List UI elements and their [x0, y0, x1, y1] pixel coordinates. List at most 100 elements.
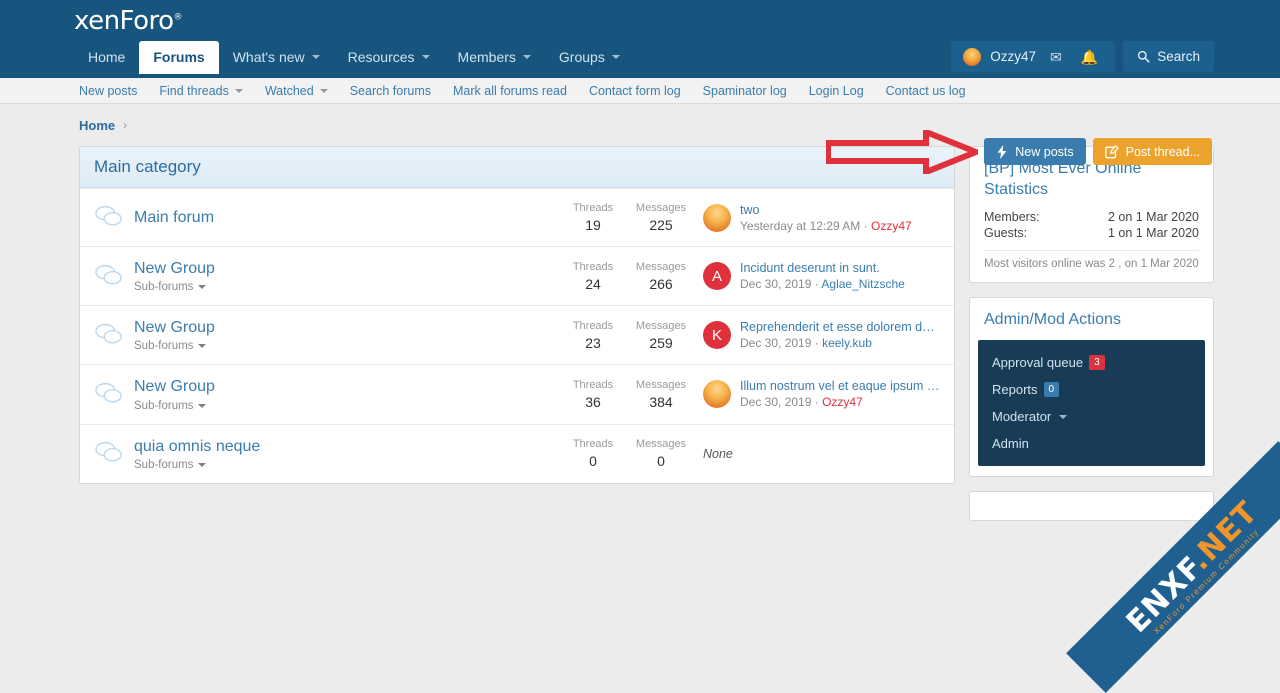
- subnav-label: Contact form log: [588, 83, 681, 98]
- last-post-user[interactable]: Ozzy47: [871, 218, 912, 233]
- forum-title[interactable]: New Group: [134, 319, 215, 337]
- members-label: Members:: [984, 209, 1040, 224]
- subnav-new-posts[interactable]: New posts: [74, 84, 148, 98]
- subnav-contact-form-log[interactable]: Contact form log: [578, 84, 692, 98]
- admin-item-admin[interactable]: Admin: [978, 430, 1205, 457]
- guests-label: Guests:: [984, 225, 1028, 240]
- nav-tab-resources[interactable]: Resources: [334, 41, 444, 74]
- admin-item-reports[interactable]: Reports 0: [978, 376, 1205, 403]
- category-block: Main category Main forum Threads 1: [79, 146, 955, 484]
- last-post-meta: Dec 30, 2019 · keely.kub: [740, 336, 940, 350]
- guests-value: 1 on 1 Mar 2020: [1107, 225, 1199, 240]
- post-thread-button[interactable]: Post thread...: [1092, 138, 1212, 165]
- bell-icon[interactable]: 🔔: [1080, 48, 1099, 65]
- nav-tab-whats-new[interactable]: What's new: [219, 41, 334, 74]
- forum-info: New Group Sub-forums: [134, 259, 559, 293]
- forum-row[interactable]: New Group Sub-forums Threads 36 Messages…: [80, 364, 954, 423]
- nav-tab-home[interactable]: Home: [74, 41, 139, 74]
- threads-label: Threads: [572, 378, 614, 391]
- nav-tab-label: Home: [88, 49, 126, 65]
- reports-badge: 0: [1043, 382, 1060, 398]
- last-post-title[interactable]: Incidunt deserunt in sunt.: [740, 261, 880, 276]
- admin-item-moderator[interactable]: Moderator: [978, 403, 1205, 430]
- admin-item-approval-queue[interactable]: Approval queue 3: [978, 349, 1205, 376]
- meta-separator: ·: [814, 336, 819, 351]
- last-post-info: Illum nostrum vel et eaque ipsum o... De…: [740, 379, 940, 409]
- subnav-contact-us-log[interactable]: Contact us log: [875, 84, 977, 98]
- avatar: [703, 380, 731, 409]
- breadcrumb-home[interactable]: Home: [79, 117, 116, 133]
- user-menu[interactable]: Ozzy47 ✉ 🔔: [951, 41, 1116, 72]
- subnav-search-forums[interactable]: Search forums: [339, 84, 442, 98]
- stats-row-members: Members: 2 on 1 Mar 2020: [984, 209, 1199, 225]
- avatar: [703, 203, 731, 232]
- subnav-label: Spaminator log: [702, 83, 787, 98]
- subnav-watched[interactable]: Watched: [254, 84, 339, 98]
- subnav-login-log[interactable]: Login Log: [798, 84, 875, 98]
- messages-stat: Messages 259: [627, 320, 695, 351]
- last-post-user[interactable]: keely.kub: [822, 336, 872, 351]
- chevron-down-icon: [198, 462, 207, 467]
- forum-title[interactable]: Main forum: [134, 208, 215, 226]
- forum-row[interactable]: Main forum Threads 19 Messages 225 two: [80, 188, 954, 246]
- lightning-bolt-icon: [997, 144, 1007, 159]
- subnav-find-threads[interactable]: Find threads: [148, 84, 253, 98]
- last-post-title[interactable]: two: [740, 202, 760, 217]
- threads-value: 19: [585, 217, 601, 233]
- meta-separator: ·: [814, 277, 819, 292]
- last-post-date: Dec 30, 2019: [740, 277, 812, 292]
- forum-row[interactable]: New Group Sub-forums Threads 23 Messages…: [80, 305, 954, 364]
- header-user-area: Ozzy47 ✉ 🔔 Search: [951, 41, 1214, 72]
- forum-bubble-icon: [94, 323, 134, 348]
- envelope-icon[interactable]: ✉: [1050, 48, 1062, 65]
- nav-tab-forums[interactable]: Forums: [139, 41, 219, 74]
- messages-label: Messages: [635, 378, 687, 391]
- nav-tab-groups[interactable]: Groups: [545, 41, 634, 74]
- subnav-label: New posts: [79, 83, 138, 98]
- threads-label: Threads: [572, 319, 614, 332]
- chevron-down-icon: [611, 55, 620, 59]
- last-post-user[interactable]: Aglae_Nitzsche: [821, 277, 905, 292]
- forum-title[interactable]: quia omnis neque: [134, 437, 261, 455]
- subforums-toggle[interactable]: Sub-forums: [134, 281, 559, 293]
- subforums-label: Sub-forums: [134, 340, 194, 353]
- forum-title[interactable]: New Group: [134, 378, 215, 396]
- meta-separator: ·: [863, 218, 868, 233]
- threads-stat: Threads 0: [559, 438, 627, 469]
- subnav-spaminator-log[interactable]: Spaminator log: [692, 84, 798, 98]
- approval-queue-badge: 3: [1089, 355, 1105, 371]
- logo-text: xenForo: [74, 6, 174, 36]
- last-post-date: Dec 30, 2019: [740, 336, 812, 351]
- last-post-title[interactable]: Reprehenderit et esse dolorem del...: [740, 320, 940, 335]
- forum-info: quia omnis neque Sub-forums: [134, 437, 559, 471]
- last-post: None: [695, 447, 940, 461]
- subnav-label: Login Log: [808, 83, 864, 98]
- messages-value: 384: [649, 393, 673, 410]
- admin-label: Admin: [992, 436, 1029, 452]
- search-button[interactable]: Search: [1123, 41, 1214, 72]
- chevron-down-icon: [319, 88, 328, 93]
- forum-bubble-icon: [94, 264, 134, 289]
- new-posts-label: New posts: [1015, 144, 1074, 159]
- subforums-toggle[interactable]: Sub-forums: [134, 459, 559, 471]
- chevron-down-icon: [311, 55, 320, 59]
- nav-tab-label: What's new: [232, 49, 305, 65]
- subnav-label: Contact us log: [885, 83, 966, 98]
- nav-tab-members[interactable]: Members: [444, 41, 545, 74]
- subnav-mark-all-read[interactable]: Mark all forums read: [442, 84, 578, 98]
- magnifier-icon: [1138, 50, 1150, 63]
- post-thread-label: Post thread...: [1125, 144, 1200, 159]
- subforums-toggle[interactable]: Sub-forums: [134, 340, 559, 352]
- messages-value: 259: [649, 334, 673, 351]
- forum-row[interactable]: quia omnis neque Sub-forums Threads 0 Me…: [80, 423, 954, 483]
- forum-title[interactable]: New Group: [134, 260, 215, 277]
- last-post-title[interactable]: Illum nostrum vel et eaque ipsum o...: [740, 379, 940, 394]
- forum-row[interactable]: New Group Sub-forums Threads 24 Messages…: [80, 246, 954, 305]
- chevron-down-icon: [421, 55, 430, 59]
- avatar: K: [703, 321, 731, 350]
- site-logo[interactable]: xenForo®: [74, 6, 183, 36]
- secondary-nav: New posts Find threads Watched Search fo…: [0, 78, 1280, 104]
- new-posts-button[interactable]: New posts: [984, 138, 1086, 165]
- last-post-user[interactable]: Ozzy47: [822, 395, 863, 410]
- subforums-toggle[interactable]: Sub-forums: [134, 400, 559, 412]
